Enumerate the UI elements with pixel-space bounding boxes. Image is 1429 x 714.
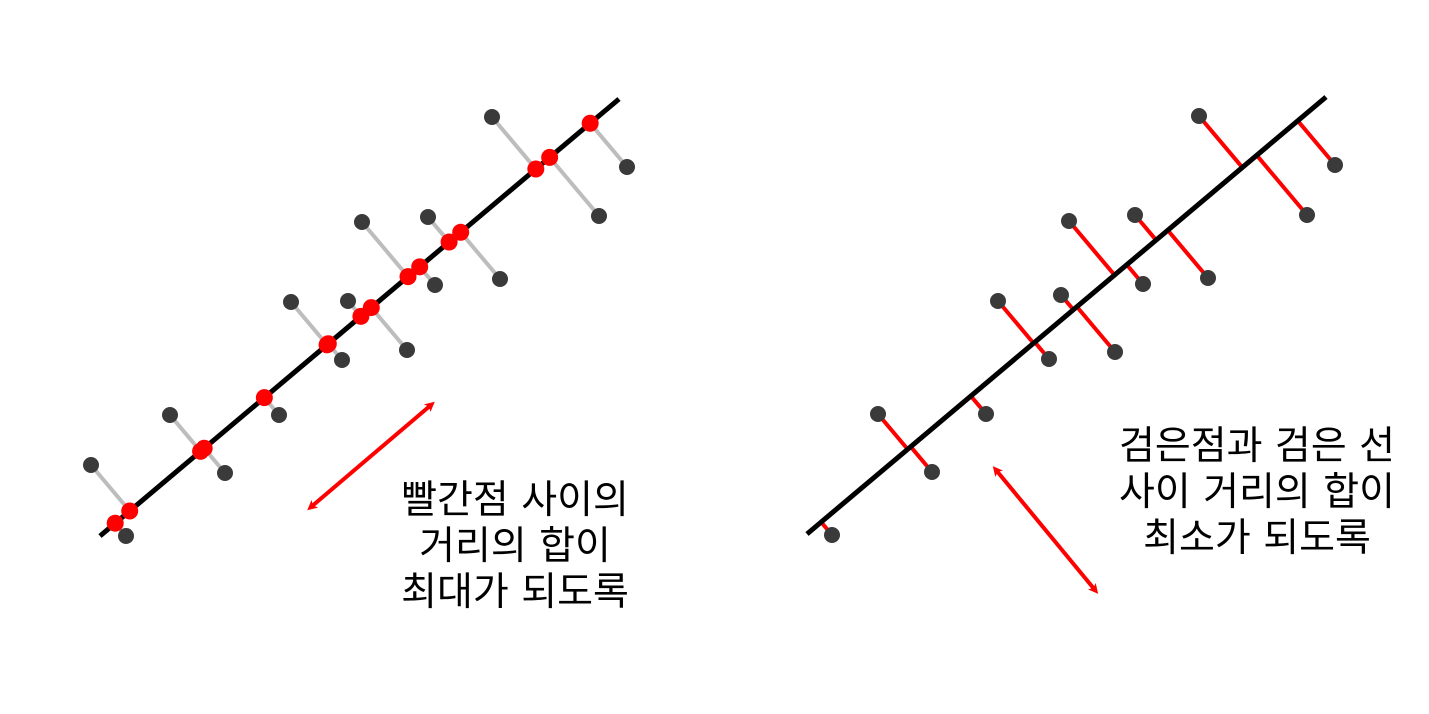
data-point xyxy=(824,527,840,543)
data-point xyxy=(1061,213,1077,229)
data-point xyxy=(427,277,443,293)
projected-point xyxy=(541,148,559,166)
data-point xyxy=(399,342,415,358)
caption-minimize: 검은점과 검은 선 사이 거리의 합이 최소가 되도록 xyxy=(1092,424,1422,562)
projection-segment xyxy=(459,231,502,281)
data-point xyxy=(484,109,500,125)
projection-segment xyxy=(289,300,329,347)
caption-line: 검은점과 검은 선 xyxy=(1119,424,1395,469)
data-point xyxy=(217,465,233,481)
projection-segment xyxy=(360,220,410,278)
data-point xyxy=(1107,344,1123,360)
distance-arrow xyxy=(992,466,1099,594)
projection-segment xyxy=(588,121,629,169)
data-point xyxy=(1135,276,1151,292)
caption-line: 최소가 되도록 xyxy=(1143,516,1371,561)
data-point xyxy=(1191,108,1207,124)
caption-line: 빨간점 사이의 xyxy=(401,478,629,523)
principal-axis-line xyxy=(805,95,1328,536)
projection-segment xyxy=(89,463,132,513)
data-point xyxy=(1200,270,1216,286)
distance-segment xyxy=(996,299,1036,345)
distance-segment xyxy=(1296,119,1337,167)
data-point xyxy=(492,271,508,287)
data-point xyxy=(420,209,436,225)
caption-line: 사이 거리의 합이 xyxy=(1119,470,1395,515)
data-points xyxy=(83,109,635,544)
distance-segment xyxy=(1255,154,1309,217)
distance-segment xyxy=(1067,219,1117,277)
data-point xyxy=(1327,157,1343,173)
projected-point xyxy=(121,502,139,520)
caption-line: 거리의 합이 xyxy=(419,524,611,569)
data-point xyxy=(619,159,635,175)
data-point xyxy=(118,528,134,544)
data-point xyxy=(1053,287,1069,303)
data-point xyxy=(1299,207,1315,223)
data-point xyxy=(283,294,299,310)
data-point xyxy=(1041,351,1057,367)
projected-point xyxy=(452,223,470,241)
distance-segment xyxy=(1075,305,1117,354)
projected-point xyxy=(440,233,458,251)
data-point xyxy=(271,407,287,423)
projection-segment xyxy=(369,306,409,352)
data-point xyxy=(591,208,607,224)
projected-point xyxy=(319,335,337,353)
data-point xyxy=(1127,207,1143,223)
data-point xyxy=(870,406,886,422)
spread-arrow xyxy=(307,401,435,511)
projected-point xyxy=(106,514,124,532)
projection-segment xyxy=(548,156,601,218)
minimize-distance-panel xyxy=(805,95,1343,594)
projected-point xyxy=(195,439,213,457)
caption-line: 최대가 되도록 xyxy=(401,570,629,615)
caption-maximize: 빨간점 사이의 거리의 합이 최대가 되도록 xyxy=(376,478,654,616)
data-point xyxy=(354,214,370,230)
projected-point xyxy=(581,114,599,132)
distance-segment xyxy=(1166,228,1210,280)
data-points xyxy=(824,108,1343,543)
projected-point xyxy=(411,258,429,276)
data-point xyxy=(340,293,356,309)
projected-point xyxy=(255,389,273,407)
data-point xyxy=(990,293,1006,309)
data-point xyxy=(978,406,994,422)
projected-point xyxy=(362,299,380,317)
projected-point xyxy=(527,160,545,178)
maximize-variance-panel xyxy=(83,97,635,544)
projected-points xyxy=(106,114,599,532)
data-point xyxy=(83,457,99,473)
projection-segment xyxy=(490,115,538,171)
projected-point xyxy=(399,268,417,286)
data-point xyxy=(924,464,940,480)
distance-segment xyxy=(1197,114,1244,169)
data-point xyxy=(334,352,350,368)
data-point xyxy=(162,407,178,423)
